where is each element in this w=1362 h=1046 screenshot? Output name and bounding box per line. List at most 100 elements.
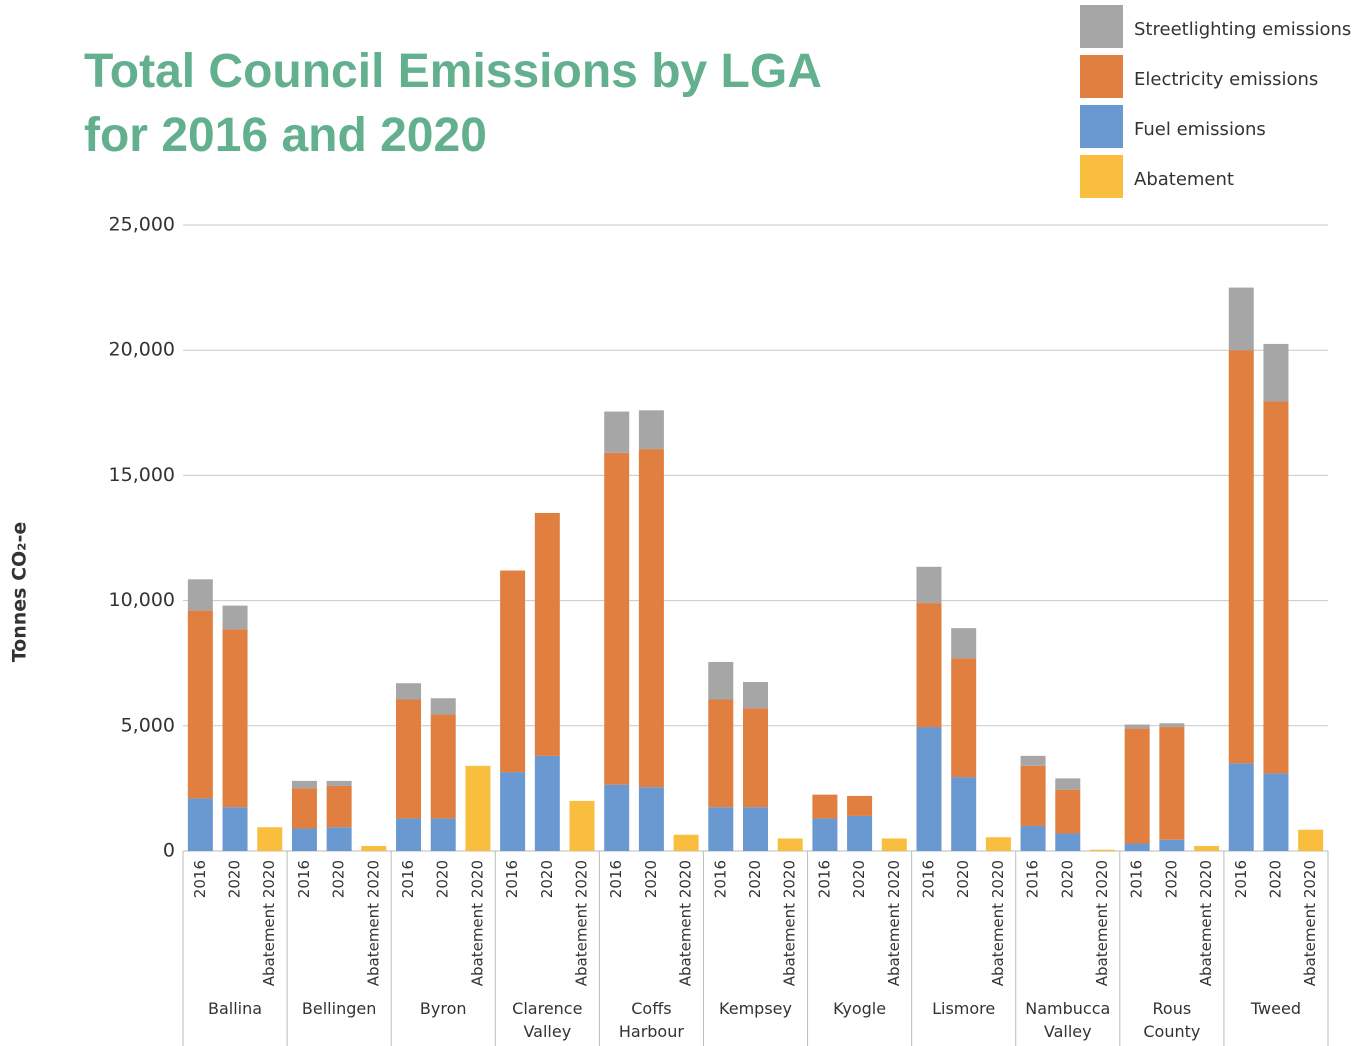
x-tick-label: 2016 xyxy=(1232,860,1250,898)
bar-segment xyxy=(291,780,317,789)
group-label: Nambucca Valley xyxy=(1025,999,1111,1041)
bar-segment xyxy=(1228,763,1254,851)
bar-segment xyxy=(1298,829,1324,851)
bar-segment xyxy=(1228,350,1254,764)
bar-segment xyxy=(881,838,907,851)
bar-segment xyxy=(396,683,422,700)
bar-segment xyxy=(1263,773,1289,851)
bar-segment xyxy=(604,784,630,851)
bar-segment xyxy=(1194,845,1220,851)
bar-segment xyxy=(1055,778,1081,790)
legend-swatch xyxy=(1080,105,1123,148)
bar-segment xyxy=(326,827,352,851)
x-tick-label: 2016 xyxy=(503,860,521,898)
bar-segment xyxy=(1020,755,1046,766)
bar-segment xyxy=(604,452,630,785)
bar-segment xyxy=(1159,727,1185,840)
x-tick-label: Abatement 2020 xyxy=(1093,860,1111,986)
bar-segment xyxy=(812,794,838,819)
bar-segment xyxy=(500,570,526,773)
x-tick-label: 2020 xyxy=(954,860,972,898)
x-tick-label: 2016 xyxy=(295,860,313,898)
bar-segment xyxy=(777,838,803,851)
bar-segment xyxy=(638,449,664,788)
y-tick-label: 15,000 xyxy=(109,464,175,486)
bar-segment xyxy=(326,780,352,786)
bar-segment xyxy=(985,837,1011,851)
bar-segment xyxy=(1263,343,1289,402)
x-tick-label: Abatement 2020 xyxy=(989,860,1007,986)
chart-title: Total Council Emissions by LGA for 2016 … xyxy=(84,45,821,162)
bar-segment xyxy=(1089,849,1115,851)
bar-segment xyxy=(638,410,664,450)
bar-segment xyxy=(1159,723,1185,728)
x-tick-label: Abatement 2020 xyxy=(364,860,382,986)
bar-segment xyxy=(1055,789,1081,834)
x-tick-label: Abatement 2020 xyxy=(885,860,903,986)
x-tick-label: 2016 xyxy=(815,860,833,898)
bar-segment xyxy=(187,798,213,851)
bar-segment xyxy=(257,827,283,851)
x-tick-label: Abatement 2020 xyxy=(1197,860,1215,986)
bar-segment xyxy=(916,566,942,604)
x-tick-label: 2020 xyxy=(434,860,452,898)
bar-segment xyxy=(291,828,317,851)
x-tick-label: Abatement 2020 xyxy=(573,860,591,986)
bar-segment xyxy=(743,681,768,709)
bar-segment xyxy=(951,658,977,778)
bar-segment xyxy=(326,785,352,828)
x-tick-label: Abatement 2020 xyxy=(468,860,486,986)
bar-segment xyxy=(1228,287,1254,351)
group-label: Tweed xyxy=(1250,999,1301,1018)
group-label: Bellingen xyxy=(301,999,377,1018)
bar-segment xyxy=(638,787,664,851)
x-tick-label: 2016 xyxy=(1128,860,1146,898)
bar-segment xyxy=(916,727,942,851)
bar-segment xyxy=(1263,401,1289,774)
bar-segment xyxy=(534,755,560,851)
bar-segment xyxy=(916,603,942,728)
bar-segment xyxy=(430,698,456,715)
x-tick-label: 2016 xyxy=(607,860,625,898)
bar-segment xyxy=(708,699,734,808)
legend-label: Fuel emissions xyxy=(1134,119,1266,140)
y-tick-label: 10,000 xyxy=(109,589,175,611)
x-tick-label: 2020 xyxy=(1266,860,1284,898)
group-label: Kempsey xyxy=(719,999,792,1018)
bar-segment xyxy=(465,765,491,851)
x-tick-label: Abatement 2020 xyxy=(677,860,695,986)
group-label: Kyogle xyxy=(833,999,887,1018)
x-tick-label: 2020 xyxy=(330,860,348,898)
bar-segment xyxy=(812,818,838,851)
bar-segment xyxy=(500,772,526,851)
group-label: Rous County xyxy=(1143,999,1201,1041)
bar-segment xyxy=(187,579,213,611)
y-tick-label: 25,000 xyxy=(109,214,175,236)
bar-segment xyxy=(1124,724,1150,729)
legend-label: Abatement xyxy=(1134,169,1234,190)
legend-swatch xyxy=(1080,55,1123,98)
x-tick-label: 2016 xyxy=(191,860,209,898)
group-label: Lismore xyxy=(932,999,996,1018)
x-tick-label: 2016 xyxy=(1024,860,1042,898)
bar-segment xyxy=(708,807,734,851)
bar-segment xyxy=(187,610,213,799)
bar-segment xyxy=(847,815,873,851)
bar-segment xyxy=(222,605,248,630)
y-tick-label: 5,000 xyxy=(121,714,175,736)
bar-segment xyxy=(743,708,768,808)
bar-segment xyxy=(222,629,248,808)
y-tick-label: 0 xyxy=(163,840,175,862)
x-tick-label: 2020 xyxy=(1162,860,1180,898)
bar-segment xyxy=(291,788,317,829)
x-tick-label: 2016 xyxy=(711,860,729,898)
y-axis-label: Tonnes CO₂-e xyxy=(9,522,31,663)
bar-segment xyxy=(1124,728,1150,844)
bar-segment xyxy=(569,800,595,851)
x-tick-label: 2020 xyxy=(642,860,660,898)
x-tick-label: 2016 xyxy=(919,860,937,898)
bar-segment xyxy=(1020,825,1046,851)
bar-segment xyxy=(1159,839,1185,851)
